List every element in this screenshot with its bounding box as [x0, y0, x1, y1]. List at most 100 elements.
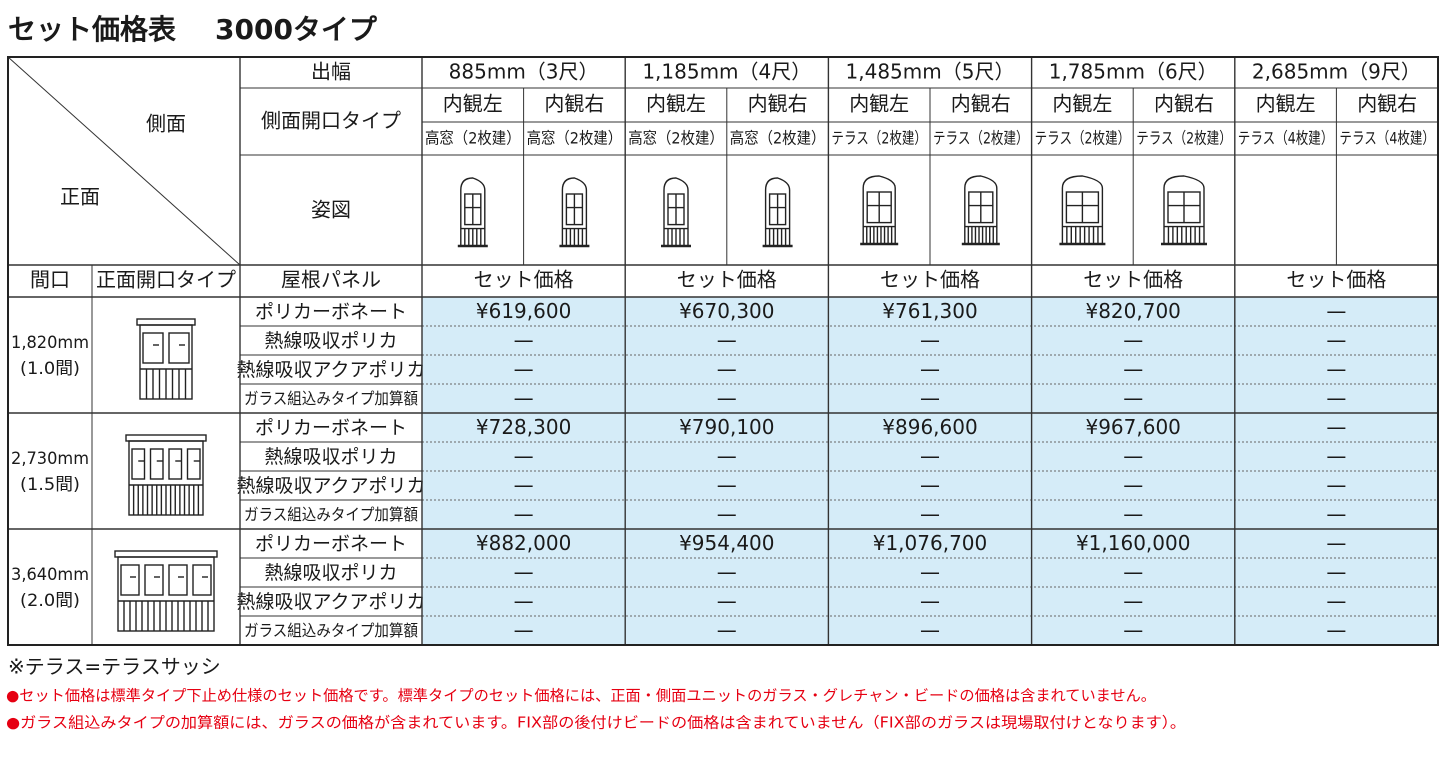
price: ¥728,300: [476, 415, 571, 439]
figure-panel: [168, 332, 190, 364]
view-label: 内観右: [544, 92, 604, 116]
price: —: [514, 589, 534, 613]
price: —: [514, 618, 534, 642]
width-label: 1,785mm（6尺）: [1049, 60, 1218, 84]
panel-name: 熱線吸収ポリカ: [264, 330, 397, 352]
price: ¥896,600: [882, 415, 977, 439]
view-label: 内観左: [849, 92, 909, 116]
header-label: 側面開口タイプ: [261, 109, 401, 133]
price: —: [1326, 415, 1346, 439]
frontage-label: (1.0間): [20, 359, 80, 379]
side-figure: [661, 177, 691, 248]
header-label: 正面開口タイプ: [96, 268, 236, 292]
side-type: テラス（2枚建）: [1035, 129, 1131, 148]
side-figure: [1059, 175, 1106, 246]
side-type: テラス（4枚建）: [1238, 129, 1334, 148]
price: —: [1326, 589, 1346, 613]
panel-name: 熱線吸収アクアポリカ: [236, 475, 425, 497]
panel-name: ポリカーボネート: [255, 533, 407, 555]
figure-panel: [168, 564, 188, 596]
price: —: [1326, 560, 1346, 584]
front-figure: [125, 434, 207, 516]
price: ¥1,076,700: [873, 531, 988, 555]
figure-panel: [186, 448, 201, 480]
view-label: 内観右: [1154, 92, 1214, 116]
width-label: 1,185mm（4尺）: [642, 60, 811, 84]
price-label: セット価格: [1083, 268, 1183, 292]
price-label: セット価格: [880, 268, 980, 292]
header-label: 姿図: [311, 198, 351, 222]
side-type: テラス（4枚建）: [1339, 129, 1435, 148]
price: —: [920, 589, 940, 613]
price: —: [514, 328, 534, 352]
price: —: [1326, 299, 1346, 323]
price-label: セット価格: [474, 268, 574, 292]
side-type: 高窓（2枚建）: [527, 129, 623, 148]
frontage-label: 3,640mm: [11, 565, 89, 585]
price: —: [920, 473, 940, 497]
figure-panel: [144, 564, 164, 596]
price: —: [920, 444, 940, 468]
price: —: [514, 357, 534, 381]
frontage-label: 2,730mm: [11, 449, 89, 469]
price: —: [1326, 473, 1346, 497]
price: —: [717, 357, 737, 381]
price: —: [1123, 386, 1143, 410]
side-figure: [559, 177, 590, 248]
price: —: [1123, 473, 1143, 497]
panel-name: 熱線吸収アクアポリカ: [236, 591, 425, 613]
price: ¥619,600: [476, 299, 571, 323]
header-label: 出幅: [311, 60, 351, 84]
price: —: [920, 386, 940, 410]
price: ¥882,000: [476, 531, 571, 555]
price: —: [717, 386, 737, 410]
title: セット価格表: [8, 13, 176, 46]
header-label: 間口: [30, 268, 70, 292]
side-figure: [457, 177, 488, 248]
table-border: [7, 56, 1439, 646]
price: —: [1326, 444, 1346, 468]
title-type: 3000タイプ: [215, 13, 378, 46]
price: ¥967,600: [1085, 415, 1180, 439]
figure-outline: [663, 177, 689, 246]
price: —: [717, 473, 737, 497]
header-bg: [240, 57, 1438, 155]
side-figure: [961, 175, 1000, 246]
price: —: [717, 618, 737, 642]
view-label: 内観左: [443, 92, 503, 116]
view-label: 内観右: [951, 92, 1011, 116]
figure-outline: [460, 177, 486, 246]
price-label: セット価格: [677, 268, 777, 292]
figure-panel: [192, 564, 212, 596]
figure-outline: [1163, 175, 1205, 244]
price: —: [1123, 357, 1143, 381]
price: —: [1123, 618, 1143, 642]
figure-panel: [142, 332, 164, 364]
figure-panel: [149, 448, 164, 480]
front-figure: [114, 550, 218, 632]
price: —: [1326, 386, 1346, 410]
price: ¥820,700: [1085, 299, 1180, 323]
front-figure: [136, 318, 196, 400]
side-type: 高窓（2枚建）: [730, 129, 826, 148]
price: —: [1326, 618, 1346, 642]
price: —: [717, 560, 737, 584]
panel-name: ガラス組込みタイプ加算額: [244, 389, 418, 408]
price: ¥761,300: [882, 299, 977, 323]
side-figure: [1161, 175, 1207, 246]
side-type: テラス（2枚建）: [1136, 129, 1232, 148]
price: —: [1123, 589, 1143, 613]
price: —: [1326, 328, 1346, 352]
price: —: [514, 473, 534, 497]
price: —: [1123, 560, 1143, 584]
price: —: [920, 502, 940, 526]
figure-panel: [168, 448, 183, 480]
price: —: [514, 560, 534, 584]
figure-outline: [561, 177, 588, 246]
price: —: [514, 502, 534, 526]
side-type: テラス（2枚建）: [933, 129, 1029, 148]
panel-name: 熱線吸収アクアポリカ: [236, 359, 425, 381]
corner-front: 正面: [60, 185, 100, 209]
panel-name: ガラス組込みタイプ加算額: [244, 621, 418, 640]
